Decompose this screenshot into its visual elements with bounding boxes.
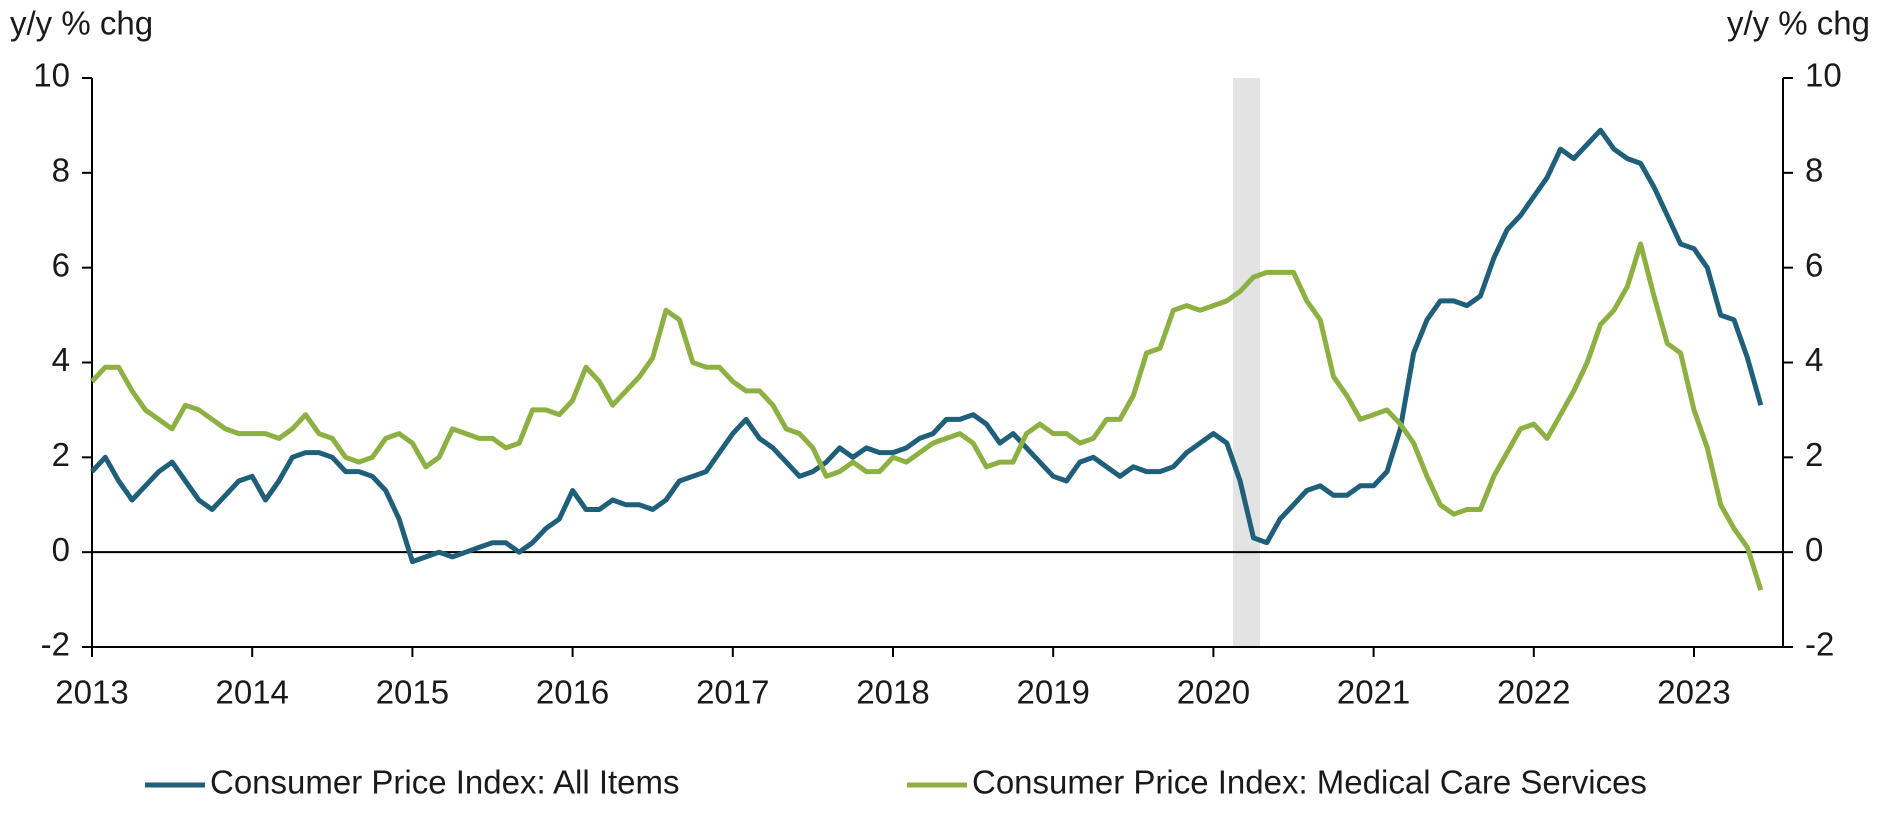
x-tick-label: 2021 [1337,674,1410,711]
y2-axis-label: y/y % chg [1727,5,1870,42]
x-tick-label: 2018 [856,674,929,711]
x-tick-label: 2019 [1016,674,1089,711]
x-tick-label: 2022 [1497,674,1570,711]
x-tick-label: 2020 [1177,674,1250,711]
legend-label: Consumer Price Index: Medical Care Servi… [972,764,1647,801]
legend-label: Consumer Price Index: All Items [210,764,680,801]
y-tick-label: 8 [52,152,70,189]
x-tick-label: 2016 [536,674,609,711]
y2-tick-label: 2 [1805,436,1823,473]
y-tick-label: -2 [41,626,70,663]
y2-tick-label: 4 [1805,341,1823,378]
y-axis-label: y/y % chg [10,5,153,42]
x-tick-label: 2023 [1657,674,1730,711]
y-tick-label: 6 [52,246,70,283]
x-tick-label: 2014 [215,674,288,711]
series-line [90,127,1764,565]
y-tick-label: 0 [52,531,70,568]
y2-tick-label: 8 [1805,152,1823,189]
y2-tick-label: 6 [1805,246,1823,283]
y2-tick-label: 0 [1805,531,1823,568]
y2-tick-label: -2 [1805,626,1834,663]
x-tick-label: 2015 [376,674,449,711]
x-tick-label: 2013 [55,674,128,711]
y-tick-label: 10 [33,57,70,94]
recession-shade [1233,78,1260,647]
y2-tick-label: 10 [1805,57,1842,94]
x-tick-label: 2017 [696,674,769,711]
series-line [90,241,1764,591]
y-tick-label: 2 [52,436,70,473]
y-tick-label: 4 [52,341,70,378]
